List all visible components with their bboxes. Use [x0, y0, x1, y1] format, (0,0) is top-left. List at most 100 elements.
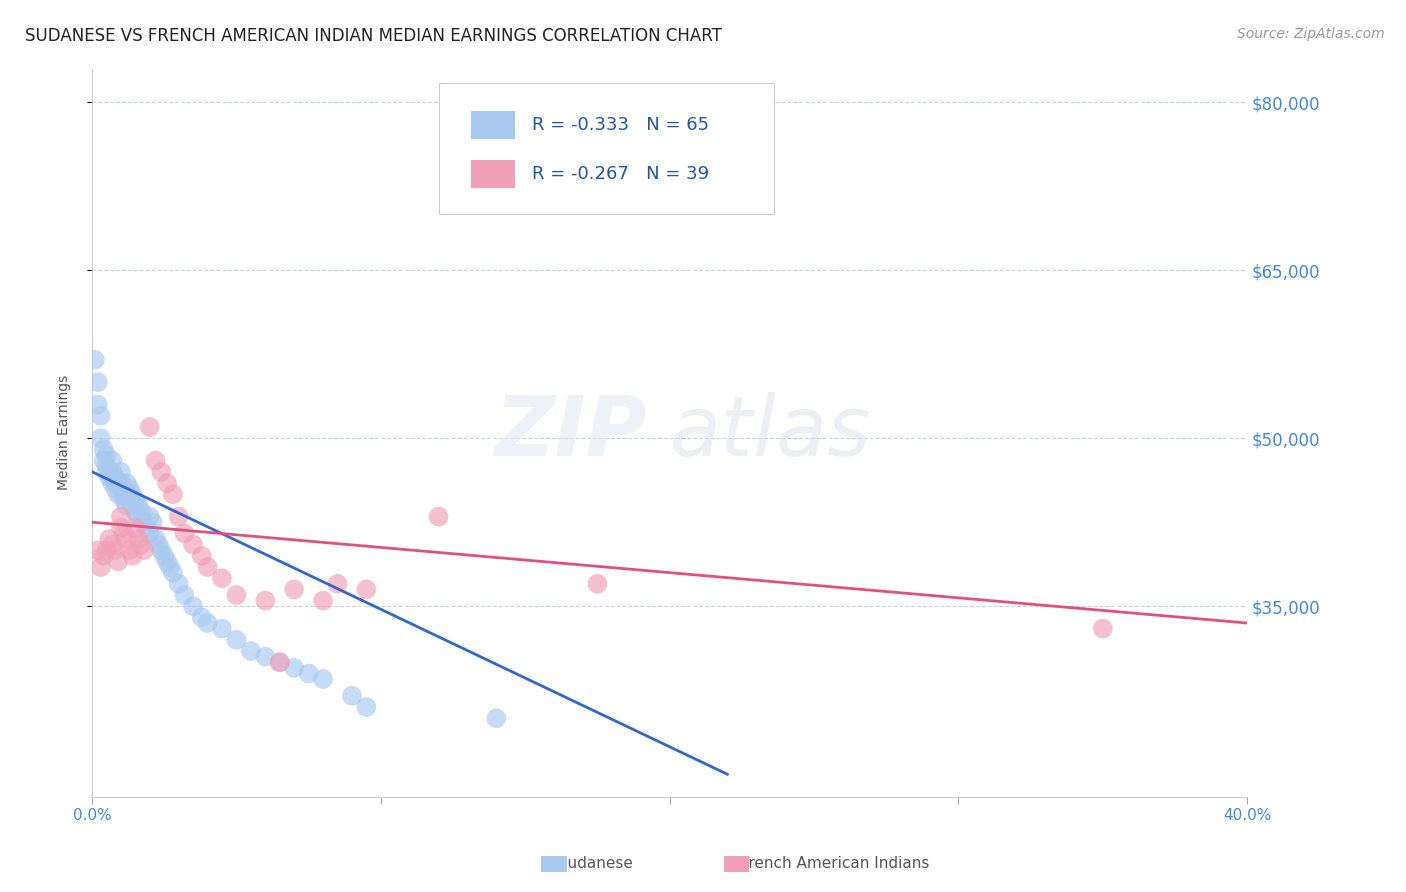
Point — [112, 492, 135, 507]
Point — [107, 487, 129, 501]
Point — [297, 666, 319, 681]
Point — [150, 465, 173, 479]
Point — [254, 593, 277, 607]
Point — [118, 482, 141, 496]
Point — [124, 521, 146, 535]
Point — [93, 453, 115, 467]
Point — [121, 499, 143, 513]
Text: atlas: atlas — [669, 392, 872, 473]
Point — [121, 487, 143, 501]
Point — [110, 465, 132, 479]
Point — [101, 453, 124, 467]
Point — [96, 543, 118, 558]
Text: SUDANESE VS FRENCH AMERICAN INDIAN MEDIAN EARNINGS CORRELATION CHART: SUDANESE VS FRENCH AMERICAN INDIAN MEDIA… — [25, 27, 723, 45]
Point — [162, 487, 184, 501]
Point — [110, 509, 132, 524]
Point — [225, 588, 247, 602]
Point — [115, 475, 138, 490]
Text: Source: ZipAtlas.com: Source: ZipAtlas.com — [1237, 27, 1385, 41]
Point — [118, 543, 141, 558]
Point — [197, 560, 219, 574]
Point — [98, 470, 121, 484]
Point — [90, 409, 112, 423]
Point — [132, 515, 155, 529]
Point — [283, 661, 305, 675]
Point — [356, 582, 378, 597]
Point — [104, 543, 127, 558]
Y-axis label: Median Earnings: Median Earnings — [58, 375, 72, 491]
Point — [110, 521, 132, 535]
Point — [135, 521, 157, 535]
Text: ZIP: ZIP — [494, 392, 647, 473]
Point — [173, 588, 195, 602]
Point — [93, 549, 115, 563]
Point — [139, 509, 162, 524]
Point — [150, 543, 173, 558]
Point — [124, 504, 146, 518]
Point — [127, 532, 149, 546]
Point — [145, 453, 167, 467]
Point — [156, 475, 179, 490]
Point — [121, 549, 143, 563]
Point — [225, 632, 247, 647]
Point — [340, 689, 363, 703]
Point — [197, 615, 219, 630]
Point — [156, 554, 179, 568]
Point — [586, 577, 609, 591]
Bar — [471, 161, 515, 188]
Point — [190, 549, 212, 563]
Point — [1091, 622, 1114, 636]
Point — [129, 538, 152, 552]
Point — [167, 509, 190, 524]
Point — [167, 577, 190, 591]
Point — [139, 420, 162, 434]
Text: Sudanese: Sudanese — [548, 856, 633, 871]
Point — [90, 431, 112, 445]
Point — [239, 644, 262, 658]
FancyBboxPatch shape — [439, 83, 773, 214]
Point — [112, 526, 135, 541]
Point — [90, 560, 112, 574]
Point — [87, 375, 110, 389]
Point — [181, 599, 204, 614]
Point — [145, 532, 167, 546]
Point — [269, 655, 291, 669]
Text: R = -0.333   N = 65: R = -0.333 N = 65 — [531, 116, 709, 135]
Point — [283, 582, 305, 597]
Point — [96, 459, 118, 474]
Point — [356, 700, 378, 714]
Point — [118, 492, 141, 507]
Point — [101, 475, 124, 490]
Point — [101, 538, 124, 552]
Point — [127, 509, 149, 524]
Point — [112, 487, 135, 501]
Point — [312, 593, 335, 607]
Point — [485, 711, 508, 725]
Point — [107, 475, 129, 490]
Point — [254, 649, 277, 664]
Point — [159, 560, 181, 574]
Point — [132, 543, 155, 558]
Point — [173, 526, 195, 541]
Point — [83, 352, 105, 367]
Point — [269, 655, 291, 669]
Point — [96, 448, 118, 462]
Point — [153, 549, 176, 563]
Point — [127, 499, 149, 513]
Point — [427, 509, 450, 524]
Point — [110, 482, 132, 496]
Point — [98, 532, 121, 546]
Point — [104, 482, 127, 496]
Point — [101, 465, 124, 479]
Point — [181, 538, 204, 552]
Point — [104, 470, 127, 484]
Point — [98, 465, 121, 479]
Point — [312, 672, 335, 686]
Point — [211, 571, 233, 585]
Text: French American Indians: French American Indians — [731, 856, 929, 871]
Point — [129, 504, 152, 518]
Point — [162, 566, 184, 580]
Point — [93, 442, 115, 457]
Point — [87, 398, 110, 412]
Point — [96, 465, 118, 479]
